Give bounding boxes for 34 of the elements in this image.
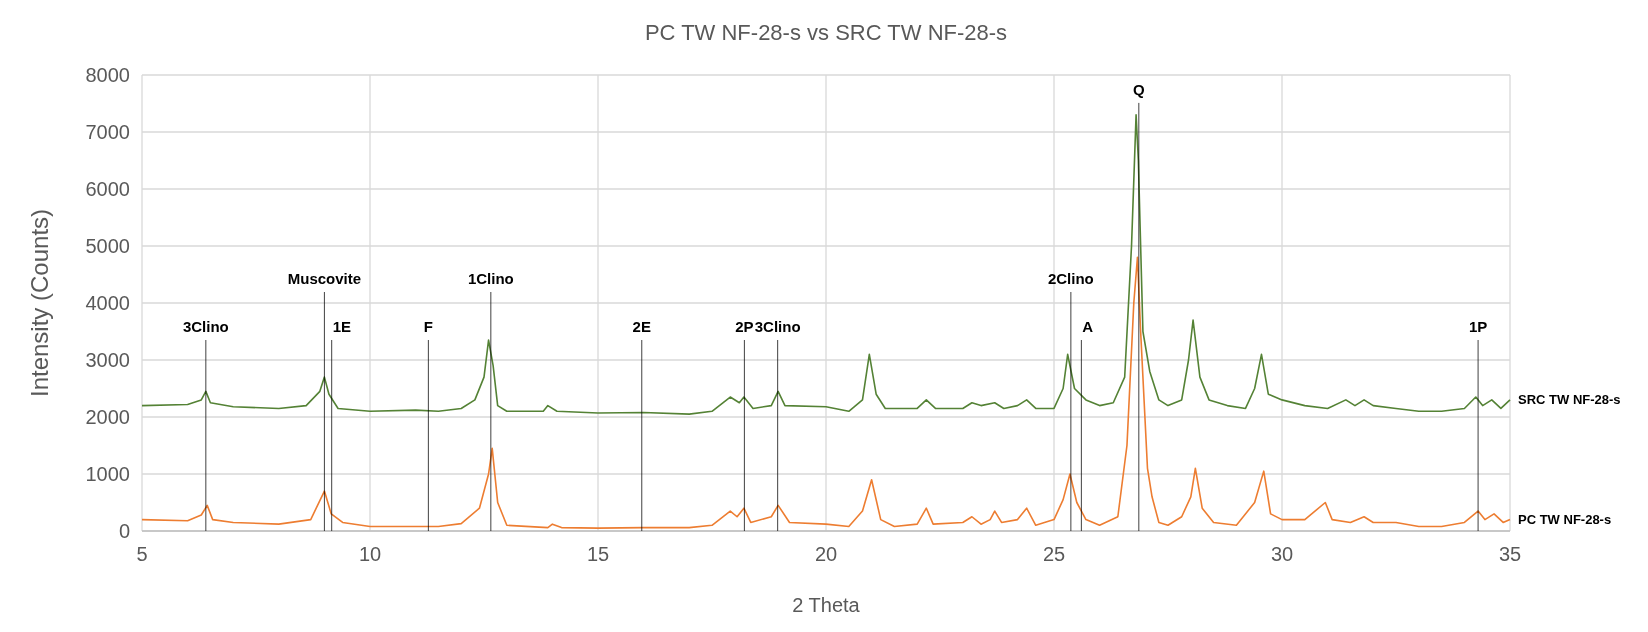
x-tick-label: 10 — [358, 543, 382, 565]
ref-line-label: 1Clino — [467, 270, 514, 287]
ref-line-label: F — [423, 318, 433, 335]
ref-line-label: 1E — [332, 318, 352, 335]
ref-line-label: 2E — [632, 318, 651, 335]
chart-title: PC TW NF-28-s vs SRC TW NF-28-s — [644, 20, 1008, 45]
x-tick-label: 5 — [136, 543, 148, 565]
x-tick-label: 15 — [586, 543, 610, 565]
y-tick-label: 3000 — [85, 349, 130, 371]
ref-line-label: 2P — [735, 318, 754, 335]
y-tick-label: 7000 — [85, 121, 130, 143]
x-tick-label: 35 — [1498, 543, 1522, 565]
ref-line-label: 1P — [1468, 318, 1488, 335]
y-tick-label: 1000 — [85, 463, 130, 485]
ref-line-label: Muscovite — [287, 270, 362, 287]
y-tick-label: 0 — [118, 520, 130, 542]
line-series — [141, 114, 1511, 415]
y-tick-label: 6000 — [85, 178, 130, 200]
series-label: PC TW NF-28-s — [1518, 512, 1612, 528]
ref-line-label: A — [1082, 318, 1094, 335]
x-tick-label: 20 — [814, 543, 838, 565]
x-tick-label: 30 — [1270, 543, 1294, 565]
series-label: SRC TW NF-28-s — [1518, 392, 1621, 408]
y-tick-label: 2000 — [85, 406, 130, 428]
x-axis-title: 2 Theta — [792, 594, 861, 616]
ref-line-label: 3Clino — [754, 318, 801, 335]
ref-line-label: 3Clino — [182, 318, 229, 335]
y-tick-label: 4000 — [85, 292, 130, 314]
x-tick-label: 25 — [1042, 543, 1066, 565]
ref-line-label: 2Clino — [1047, 270, 1094, 287]
y-tick-label: 5000 — [85, 235, 130, 257]
y-axis-title: Intensity (Counts) — [26, 208, 53, 398]
y-tick-label: 8000 — [85, 64, 130, 86]
ref-line-label: Q — [1132, 80, 1145, 98]
